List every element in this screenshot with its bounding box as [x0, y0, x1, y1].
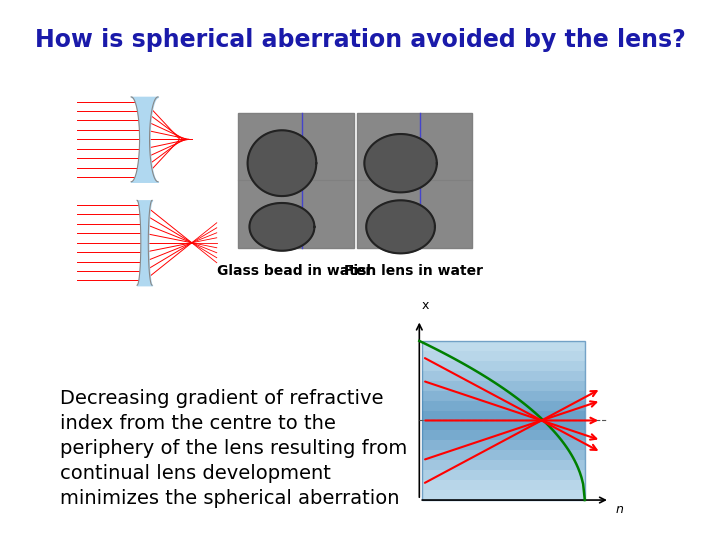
- FancyBboxPatch shape: [238, 113, 354, 248]
- FancyBboxPatch shape: [423, 390, 585, 450]
- Polygon shape: [364, 134, 437, 192]
- FancyBboxPatch shape: [423, 381, 585, 460]
- Text: n: n: [616, 503, 624, 516]
- FancyBboxPatch shape: [357, 113, 472, 248]
- FancyBboxPatch shape: [423, 341, 585, 500]
- FancyBboxPatch shape: [423, 351, 585, 490]
- FancyBboxPatch shape: [423, 401, 585, 440]
- FancyBboxPatch shape: [423, 361, 585, 480]
- Polygon shape: [248, 130, 316, 196]
- Polygon shape: [366, 200, 435, 253]
- Text: How is spherical aberration avoided by the lens?: How is spherical aberration avoided by t…: [35, 28, 685, 52]
- FancyBboxPatch shape: [423, 371, 585, 470]
- Polygon shape: [250, 203, 315, 251]
- Text: Fish lens in water: Fish lens in water: [343, 264, 482, 278]
- FancyBboxPatch shape: [423, 410, 585, 430]
- Text: Decreasing gradient of refractive
index from the centre to the
periphery of the : Decreasing gradient of refractive index …: [60, 389, 408, 508]
- Text: Glass bead in water: Glass bead in water: [217, 264, 372, 278]
- Text: x: x: [421, 299, 428, 312]
